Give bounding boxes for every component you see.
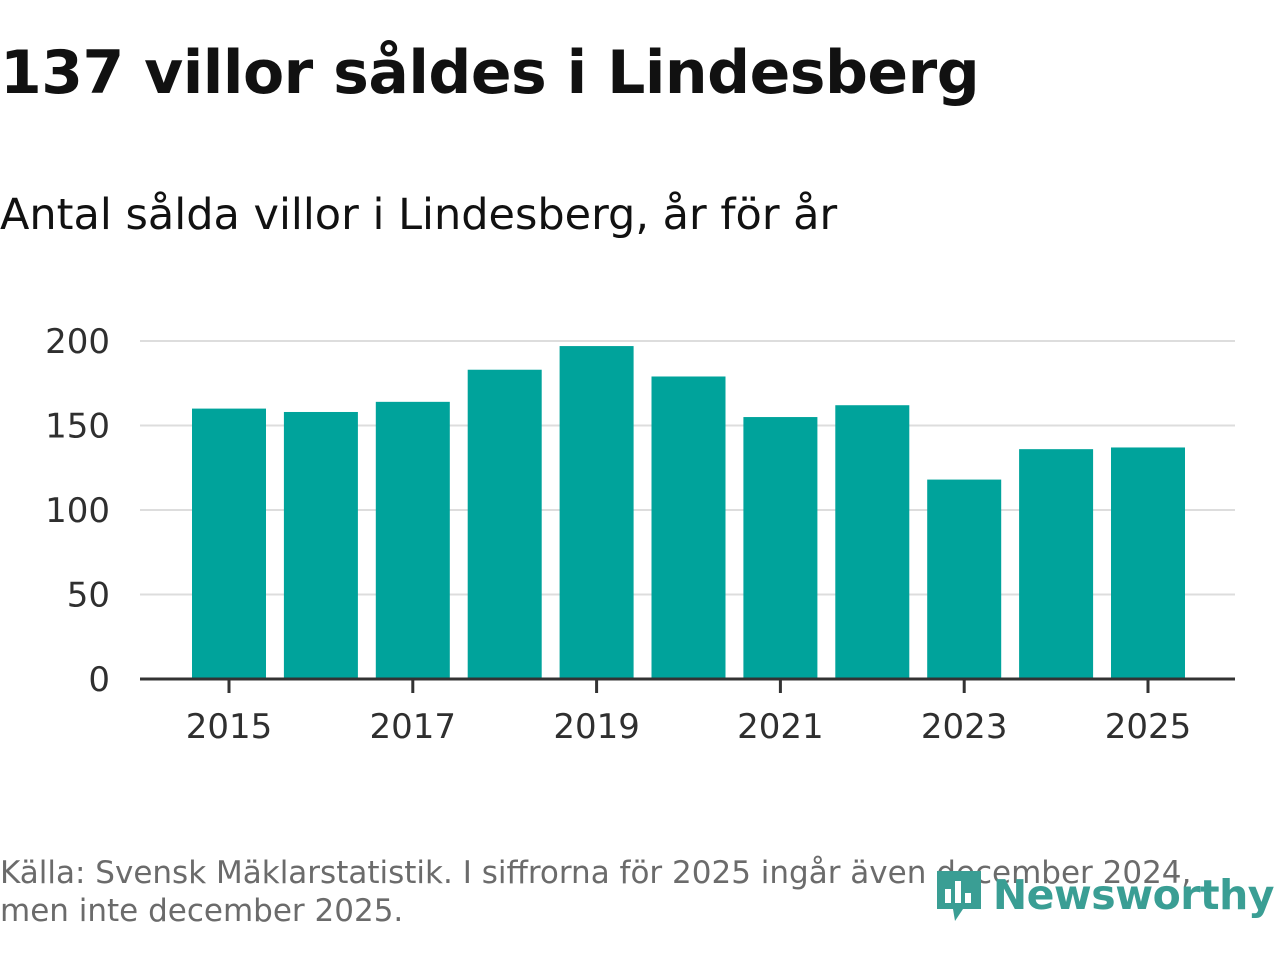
brand-name: Newsworthy xyxy=(992,871,1275,919)
bar-2015 xyxy=(192,408,266,679)
bar-2019 xyxy=(559,346,634,679)
bar-2025 xyxy=(1111,447,1185,679)
x-tick-label: 2015 xyxy=(186,707,273,747)
x-tick-label: 2025 xyxy=(1105,707,1192,747)
chart-title: 137 villor såldes i Lindesberg xyxy=(0,38,980,108)
bar-2024 xyxy=(1019,449,1094,679)
bar-2018 xyxy=(467,369,542,679)
x-tick-label: 2017 xyxy=(370,707,457,747)
bar-2023 xyxy=(927,479,1002,679)
bar-2021 xyxy=(743,417,818,679)
y-tick-label: 0 xyxy=(88,660,110,700)
bar-2022 xyxy=(835,405,910,679)
chart-subtitle: Antal sålda villor i Lindesberg, år för … xyxy=(0,190,838,240)
y-tick-label: 200 xyxy=(45,322,110,362)
y-tick-label: 150 xyxy=(45,407,110,447)
x-tick-label: 2021 xyxy=(737,707,824,747)
x-tick-label: 2019 xyxy=(553,707,640,747)
bar-2017 xyxy=(375,401,450,679)
bar-chart: 0 50 100 150 200 2015 2017 2019 2021 2023 2025 xyxy=(45,322,1235,747)
newsworthy-logo-icon xyxy=(936,871,981,921)
newsworthy-logo: Newsworthy xyxy=(933,864,1275,926)
axes: 0 50 100 150 200 2015 2017 2019 2021 2023 2025 xyxy=(45,322,1235,747)
x-tick-label: 2023 xyxy=(921,707,1008,747)
bars xyxy=(192,346,1185,679)
bar-2016 xyxy=(283,411,358,679)
y-tick-label: 50 xyxy=(67,576,110,616)
source-note: Källa: Svensk Mäklarstatistik. I siffror… xyxy=(0,855,1192,929)
y-tick-label: 100 xyxy=(45,491,110,531)
bar-2020 xyxy=(651,376,726,679)
